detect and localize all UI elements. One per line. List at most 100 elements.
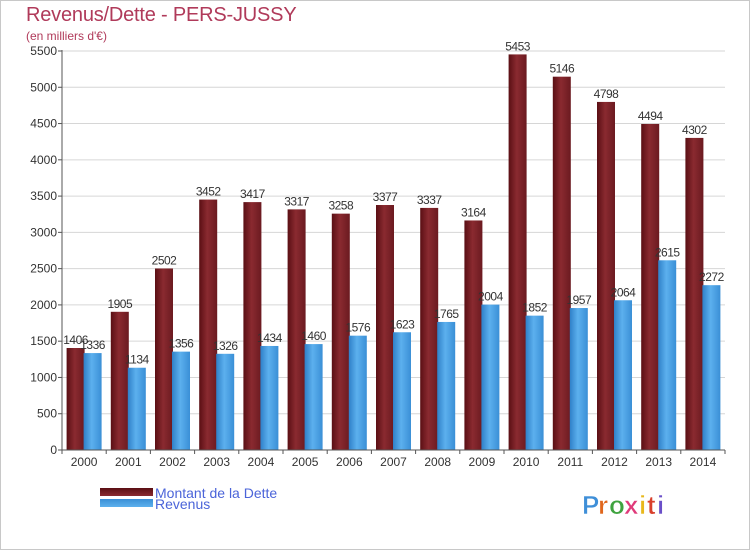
debt-bar	[685, 137, 704, 450]
x-tick-label: 2000	[71, 455, 98, 469]
revenue-bar	[525, 315, 544, 450]
x-tick-label: 2012	[601, 455, 628, 469]
logo-letter: i	[639, 490, 646, 520]
x-tick-label: 2008	[424, 455, 451, 469]
x-tick-label: 2006	[336, 455, 363, 469]
x-tick-label: 2003	[203, 455, 230, 469]
bars	[66, 54, 721, 451]
logo-letter: r	[598, 490, 608, 520]
logo-letter: P	[582, 490, 599, 520]
revenue-bar	[83, 353, 102, 450]
revenue-bar	[304, 344, 323, 450]
debt-value-label: 3417	[240, 187, 266, 201]
revenue-bar	[393, 332, 411, 450]
revenue-bar	[127, 367, 146, 450]
debt-bar	[66, 348, 85, 450]
debt-bar	[597, 101, 615, 450]
debt-value-label: 3317	[284, 194, 310, 208]
revenue-value-label: 2272	[699, 270, 725, 284]
y-tick-label: 0	[50, 443, 57, 457]
debt-bar	[155, 268, 173, 450]
debt-bar	[287, 209, 306, 450]
y-tick-label: 5000	[30, 80, 57, 94]
legend-label-debt: Montant de la Dette	[155, 485, 278, 501]
revenue-bar	[348, 335, 367, 450]
y-tick-label: 4500	[30, 117, 57, 131]
revenue-bar	[481, 304, 500, 450]
legend-label-revenue: Revenus	[155, 496, 211, 512]
revenue-bar	[702, 285, 721, 450]
debt-value-label: 1905	[107, 297, 133, 311]
logo-letter: t	[647, 490, 656, 520]
revenue-value-label: 1623	[390, 317, 416, 331]
debt-value-label: 4494	[638, 109, 664, 123]
revenue-value-label: 1356	[169, 337, 195, 351]
revenue-bar	[614, 300, 632, 450]
revenue-bar	[216, 353, 235, 450]
proxiti-logo: Pr o x i t i	[582, 490, 665, 521]
debt-bar	[110, 311, 129, 450]
debt-bar	[420, 207, 439, 450]
debt-bar	[376, 205, 394, 450]
legend-swatch-debt	[100, 488, 153, 496]
legend-swatch-revenue	[100, 499, 153, 507]
y-tick-label: 1000	[30, 370, 57, 384]
revenue-value-label: 1576	[345, 321, 371, 335]
revenue-value-label: 1326	[213, 339, 239, 353]
revenue-bar	[437, 321, 456, 450]
revenue-value-label: 1852	[522, 301, 548, 315]
y-tick-label: 500	[37, 407, 57, 421]
x-tick-label: 2010	[513, 455, 540, 469]
y-tick-label: 5500	[30, 44, 57, 58]
revenue-value-label: 1957	[566, 293, 592, 307]
debt-bar	[464, 220, 483, 450]
logo-letter: o	[609, 490, 625, 520]
debt-value-label: 4798	[594, 87, 620, 101]
x-tick-label: 2007	[380, 455, 407, 469]
x-tick-label: 2002	[159, 455, 186, 469]
revenue-value-label: 1134	[125, 353, 150, 367]
debt-value-label: 4302	[682, 123, 708, 137]
debt-value-label: 5453	[505, 39, 531, 53]
revenue-value-label: 2615	[655, 245, 681, 259]
x-tick-label: 2001	[115, 455, 142, 469]
revenue-value-label: 1434	[257, 331, 283, 345]
revenue-value-label: 2004	[478, 290, 504, 304]
revenue-value-label: 1336	[80, 338, 106, 352]
chart-subtitle: (en milliers d'€)	[26, 29, 107, 43]
x-tick-label: 2004	[248, 455, 275, 469]
x-tick-label: 2005	[292, 455, 319, 469]
revenue-bar	[658, 260, 677, 450]
debt-value-label: 5146	[549, 62, 575, 76]
debt-value-label: 2502	[152, 253, 178, 267]
y-tick-label: 2500	[30, 262, 57, 276]
revenue-value-label: 2064	[611, 285, 637, 299]
y-tick-label: 1500	[30, 334, 57, 348]
x-tick-label: 2011	[557, 455, 583, 469]
chart-title: Revenus/Dette - PERS-JUSSY	[26, 4, 297, 26]
x-tick-label: 2009	[469, 455, 496, 469]
revenue-bar	[569, 308, 588, 450]
y-tick-label: 3000	[30, 225, 57, 239]
logo-letter: x	[624, 490, 639, 520]
revenue-value-label: 1460	[301, 329, 327, 343]
x-axis: 2000 2001 2002 2003 2004 2005 2006 2007 2008 2009…	[61, 449, 726, 469]
logo-letters: Pr o x i t i	[582, 490, 665, 521]
revenue-bar	[260, 345, 279, 450]
revenue-value-label: 1765	[434, 307, 460, 321]
debt-bar	[331, 213, 350, 450]
debt-value-label: 3337	[417, 193, 443, 207]
x-tick-label: 2014	[690, 455, 717, 469]
debt-bar	[508, 54, 527, 450]
debt-value-label: 3164	[461, 205, 487, 219]
y-tick-label: 4000	[30, 153, 57, 167]
y-axis: 0 500 1000 1500 2000 2500 3000 3500 4000 4500 5000…	[30, 44, 63, 457]
debt-bar	[552, 76, 571, 450]
revenue-bar	[172, 351, 190, 450]
debt-bar	[199, 199, 218, 450]
debt-bar	[243, 202, 262, 450]
debt-bar	[641, 123, 660, 451]
